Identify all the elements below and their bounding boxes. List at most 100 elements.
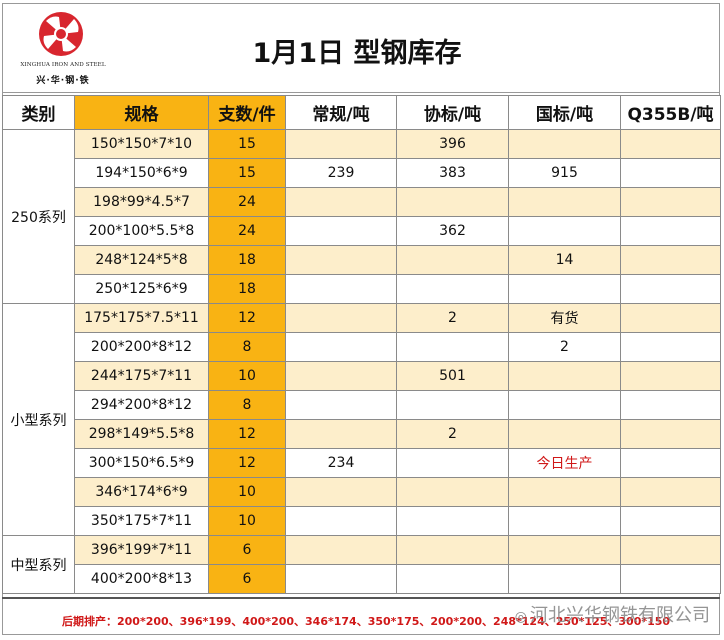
regular-cell xyxy=(285,361,397,391)
association-cell: 396 xyxy=(396,129,509,159)
regular-cell xyxy=(285,419,397,449)
category-cell: 250系列 xyxy=(2,129,75,304)
national-cell xyxy=(508,506,621,536)
pieces-cell: 8 xyxy=(208,390,286,420)
table-row: 244*175*7*11 10 501 xyxy=(3,361,721,391)
inventory-table: 类别 规格 支数/件 常规/吨 协标/吨 国标/吨 Q355B/吨 250系列 1… xyxy=(2,95,721,594)
spec-cell: 396*199*7*11 xyxy=(74,535,209,565)
wechat-icon: ◎ xyxy=(514,609,527,625)
national-cell xyxy=(508,129,621,159)
pieces-cell: 15 xyxy=(208,158,286,188)
spec-cell: 400*200*8*13 xyxy=(74,564,209,594)
header-pieces: 支数/件 xyxy=(208,95,286,130)
table-row: 250系列 150*150*7*10 15 396 xyxy=(2,129,721,304)
q355b-cell xyxy=(620,361,721,391)
spec-cell: 175*175*7.5*11 xyxy=(74,303,209,333)
table-row: 294*200*8*12 8 xyxy=(3,390,721,420)
q355b-cell xyxy=(620,158,721,188)
pieces-cell: 10 xyxy=(208,506,286,536)
regular-cell xyxy=(285,564,397,594)
spec-cell: 150*150*7*10 xyxy=(74,129,209,159)
national-cell xyxy=(508,390,621,420)
regular-cell xyxy=(285,535,397,565)
regular-cell xyxy=(285,274,397,304)
category-cell: 小型系列 xyxy=(2,303,75,536)
spec-cell: 250*125*6*9 xyxy=(74,274,209,304)
header-national: 国标/吨 xyxy=(508,95,621,130)
table-row: 248*124*5*8 18 14 xyxy=(3,245,721,275)
q355b-cell xyxy=(620,535,721,565)
spec-cell: 248*124*5*8 xyxy=(74,245,209,275)
national-cell: 915 xyxy=(508,158,621,188)
national-cell xyxy=(508,535,621,565)
national-cell: 2 xyxy=(508,332,621,362)
pieces-cell: 24 xyxy=(208,187,286,217)
association-cell xyxy=(396,477,509,507)
association-cell xyxy=(396,245,509,275)
association-cell xyxy=(396,390,509,420)
header-q355b: Q355B/吨 xyxy=(620,95,721,130)
association-cell xyxy=(396,187,509,217)
header-regular: 常规/吨 xyxy=(285,95,397,130)
q355b-cell xyxy=(620,564,721,594)
pieces-cell: 18 xyxy=(208,245,286,275)
pieces-cell: 10 xyxy=(208,477,286,507)
q355b-cell xyxy=(620,216,721,246)
q355b-cell xyxy=(620,187,721,217)
header: XINGHUA IRON AND STEEL 兴·华·钢·铁 1月1日 型钢库存 xyxy=(2,3,720,93)
table-row: 298*149*5.5*8 12 2 xyxy=(3,419,721,449)
pieces-cell: 12 xyxy=(208,303,286,333)
national-cell xyxy=(508,361,621,391)
header-association: 协标/吨 xyxy=(396,95,509,130)
production-plan: 后期排产：200*200、396*199、400*200、346*174、350… xyxy=(62,615,671,628)
regular-cell xyxy=(285,477,397,507)
company-name-cn: 兴·华·钢·铁 xyxy=(36,76,90,86)
table-row: 中型系列 396*199*7*11 6 xyxy=(2,535,721,594)
footer: 后期排产：200*200、396*199、400*200、346*174、350… xyxy=(2,597,720,635)
q355b-cell xyxy=(620,303,721,333)
association-cell xyxy=(396,448,509,478)
table-row: 200*100*5.5*8 24 362 xyxy=(3,216,721,246)
q355b-cell xyxy=(620,245,721,275)
q355b-cell xyxy=(620,332,721,362)
regular-cell xyxy=(285,216,397,246)
table-row: 小型系列 175*175*7.5*11 12 2 有货 xyxy=(2,303,721,536)
national-cell xyxy=(508,477,621,507)
pieces-cell: 12 xyxy=(208,448,286,478)
table-header-row: 类别 规格 支数/件 常规/吨 协标/吨 国标/吨 Q355B/吨 xyxy=(2,95,721,130)
regular-cell xyxy=(285,245,397,275)
pieces-cell: 24 xyxy=(208,216,286,246)
pieces-cell: 6 xyxy=(208,564,286,594)
pieces-cell: 12 xyxy=(208,419,286,449)
regular-cell xyxy=(285,506,397,536)
xinghua-logo-icon xyxy=(39,12,83,56)
regular-cell xyxy=(285,129,397,159)
spec-cell: 200*100*5.5*8 xyxy=(74,216,209,246)
q355b-cell xyxy=(620,506,721,536)
association-cell xyxy=(396,506,509,536)
pieces-cell: 15 xyxy=(208,129,286,159)
pieces-cell: 10 xyxy=(208,361,286,391)
watermark: ◎ 河北兴华钢铁有限公司 xyxy=(515,601,710,627)
spec-cell: 200*200*8*12 xyxy=(74,332,209,362)
national-cell xyxy=(508,187,621,217)
q355b-cell xyxy=(620,477,721,507)
spec-cell: 244*175*7*11 xyxy=(74,361,209,391)
header-category: 类别 xyxy=(2,95,75,130)
pieces-cell: 6 xyxy=(208,535,286,565)
category-cell: 中型系列 xyxy=(2,535,75,594)
q355b-cell xyxy=(620,129,721,159)
national-cell: 有货 xyxy=(508,303,621,333)
q355b-cell xyxy=(620,274,721,304)
table-row: 350*175*7*11 10 xyxy=(3,506,721,536)
q355b-cell xyxy=(620,419,721,449)
regular-cell xyxy=(285,390,397,420)
spec-cell: 194*150*6*9 xyxy=(74,158,209,188)
table-row: 400*200*8*13 6 xyxy=(3,564,721,594)
table-row: 198*99*4.5*7 24 xyxy=(3,187,721,217)
regular-cell xyxy=(285,332,397,362)
national-cell: 14 xyxy=(508,245,621,275)
table-row: 200*200*8*12 8 2 xyxy=(3,332,721,362)
national-cell xyxy=(508,564,621,594)
national-cell xyxy=(508,216,621,246)
